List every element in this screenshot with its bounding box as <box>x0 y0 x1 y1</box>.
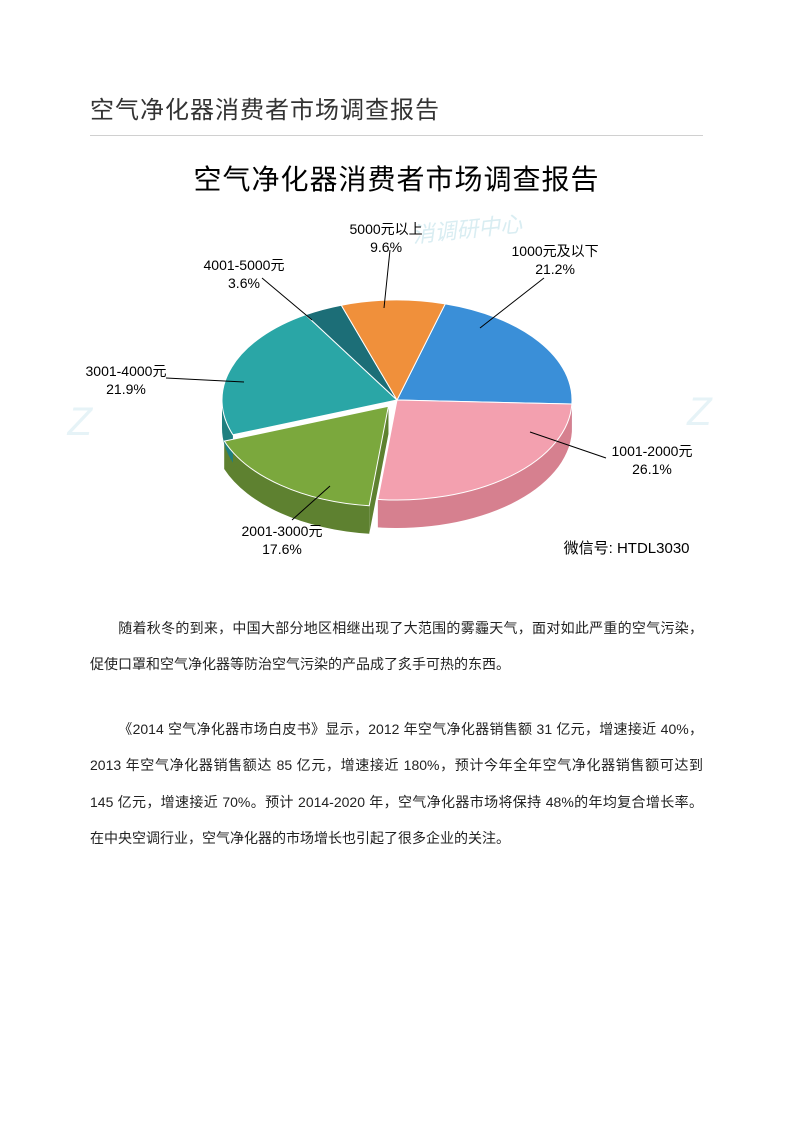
slice-label-text: 4001-5000元 <box>204 257 285 273</box>
leader-line <box>480 278 544 328</box>
slice-label: 2001-3000元17.6% <box>242 522 323 558</box>
leader-line <box>384 250 390 308</box>
slice-label-text: 3001-4000元 <box>86 363 167 379</box>
slice-label-text: 5000元以上 <box>350 221 423 237</box>
pie-slice <box>377 400 571 500</box>
chart-title: 空气净化器消费者市场调查报告 <box>92 158 702 198</box>
slice-label-text: 1001-2000元 <box>612 443 693 459</box>
slice-label-pct: 9.6% <box>350 238 423 256</box>
paragraph-2: 《2014 空气净化器市场白皮书》显示，2012 年空气净化器销售额 31 亿元… <box>90 711 703 857</box>
pie-chart-block: 空气净化器消费者市场调查报告 消调研中心 Z Z 1000元及以下21.2%10… <box>92 158 702 580</box>
slice-label-pct: 26.1% <box>612 460 693 478</box>
pie-chart-svg <box>92 200 702 580</box>
paragraph-1-text: 随着秋冬的到来，中国大部分地区相继出现了大范围的雾霾天气，面对如此严重的空气污染… <box>90 620 703 672</box>
slice-label: 1000元及以下21.2% <box>512 242 599 278</box>
paragraph-2-text: 《2014 空气净化器市场白皮书》显示，2012 年空气净化器销售额 31 亿元… <box>90 721 703 846</box>
page-title: 空气净化器消费者市场调查报告 <box>90 90 703 125</box>
paragraph-1: 随着秋冬的到来，中国大部分地区相继出现了大范围的雾霾天气，面对如此严重的空气污染… <box>90 610 703 683</box>
slice-label-text: 2001-3000元 <box>242 523 323 539</box>
pie-chart: 消调研中心 Z Z 1000元及以下21.2%1001-2000元26.1%20… <box>92 200 702 580</box>
slice-label-text: 1000元及以下 <box>512 243 599 259</box>
wechat-id: 微信号: HTDL3030 <box>564 537 690 558</box>
slice-label-pct: 3.6% <box>204 274 285 292</box>
watermark-text: Z <box>68 400 92 445</box>
slice-label: 3001-4000元21.9% <box>86 362 167 398</box>
slice-label-pct: 21.2% <box>512 260 599 278</box>
slice-label: 5000元以上9.6% <box>350 220 423 256</box>
slice-label: 1001-2000元26.1% <box>612 442 693 478</box>
title-divider <box>90 135 703 136</box>
slice-label-pct: 17.6% <box>242 540 323 558</box>
slice-label: 4001-5000元3.6% <box>204 256 285 292</box>
slice-label-pct: 21.9% <box>86 380 167 398</box>
